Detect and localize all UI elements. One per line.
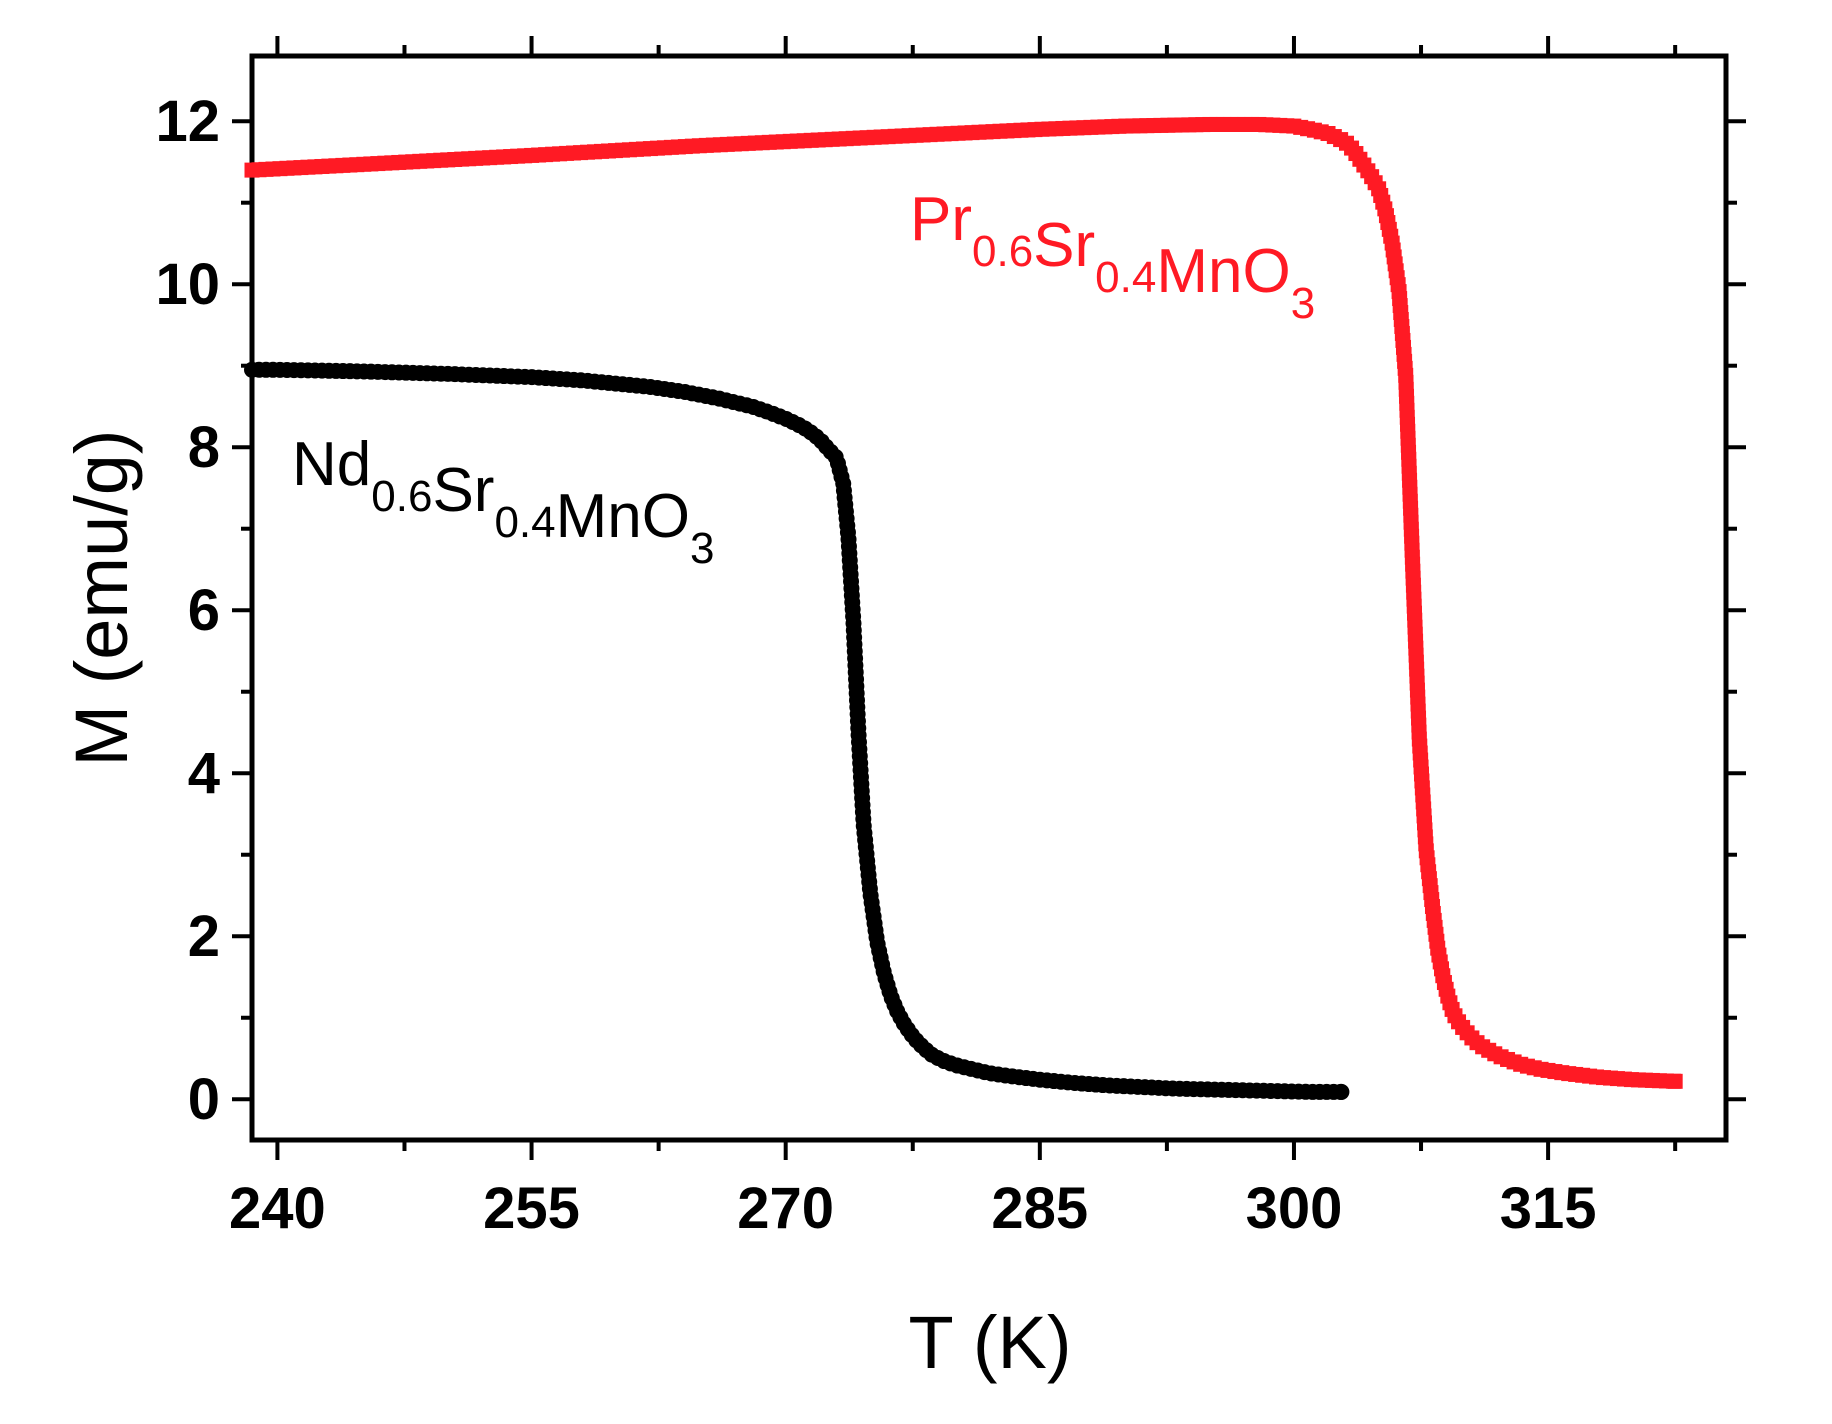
y-tick-label: 12: [155, 89, 220, 154]
plot-frame: [249, 53, 1729, 1143]
label-text: Sr: [432, 456, 494, 525]
label-text: Nd: [292, 430, 371, 499]
series-line: [251, 123, 1676, 1083]
x-tick-label: 315: [1500, 1176, 1597, 1241]
y-tick-label: 6: [188, 578, 220, 643]
label-text: Pr: [910, 185, 972, 254]
y-tick-label: 8: [188, 415, 220, 480]
label-text: Sr: [1033, 211, 1095, 280]
label-subscript: 0.4: [1095, 253, 1156, 302]
label-text: MnO: [1156, 237, 1290, 306]
series-label-pr: Pr0.6Sr0.4MnO3: [910, 185, 1315, 328]
series-0: [244, 361, 1350, 1100]
label-subscript: 0.4: [494, 498, 555, 547]
x-tick-label: 300: [1246, 1176, 1343, 1241]
x-tick-label: 270: [737, 1176, 834, 1241]
label-subscript: 0.6: [972, 227, 1033, 276]
y-tick-label: 4: [188, 741, 220, 806]
data-point: [1667, 1073, 1683, 1089]
x-tick-label: 285: [991, 1176, 1088, 1241]
data-series: [244, 116, 1683, 1100]
x-tick-label: 255: [483, 1176, 580, 1241]
data-point: [1333, 1083, 1350, 1100]
y-tick-label: 0: [188, 1067, 220, 1132]
series-label-nd: Nd0.6Sr0.4MnO3: [292, 430, 714, 573]
label-subscript: 0.6: [371, 472, 432, 521]
label-subscript: 3: [1291, 279, 1315, 328]
label-subscript: 3: [690, 524, 714, 573]
y-tick-label: 2: [188, 904, 220, 969]
y-tick-label: 10: [155, 252, 220, 317]
label-text: MnO: [556, 482, 690, 551]
axis-tick-labels: 240 255 270 285 300 315 0 2 4 6 8 10 12: [155, 89, 1596, 1241]
series-1: [244, 116, 1683, 1089]
x-axis-title: T (K): [908, 1301, 1071, 1384]
x-tick-label: 240: [229, 1176, 326, 1241]
axis-ticks: [232, 36, 1746, 1160]
y-axis-title: M (emu/g): [60, 429, 143, 766]
